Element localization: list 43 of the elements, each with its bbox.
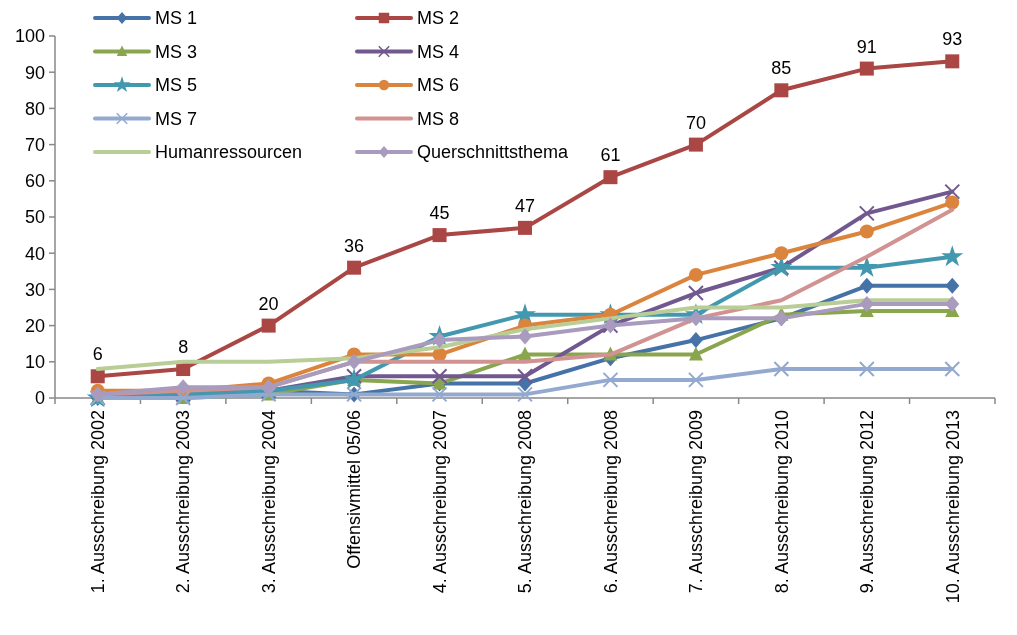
x-tick-label: 3. Ausschreibung 2004 (258, 410, 279, 594)
data-label: 91 (856, 36, 877, 57)
data-label: 8 (178, 337, 189, 358)
x-tick-label: 10. Ausschreibung 2013 (942, 410, 963, 604)
y-tick-label: 40 (24, 243, 45, 264)
legend-label: MS 5 (155, 75, 198, 96)
y-tick-label: 80 (24, 98, 45, 119)
data-label: 61 (600, 145, 621, 166)
y-tick-label: 0 (34, 388, 45, 409)
legend-label: MS 3 (155, 41, 198, 62)
data-label: 6 (92, 344, 103, 365)
x-tick-label: 9. Ausschreibung 2012 (857, 410, 878, 594)
x-tick-label: 6. Ausschreibung 2008 (600, 410, 621, 594)
y-tick-label: 90 (24, 62, 45, 83)
y-tick-label: 30 (24, 279, 45, 300)
legend-label: Querschnittsthema (417, 142, 570, 163)
x-tick-label: 4. Ausschreibung 2007 (429, 410, 450, 594)
x-tick-label: Offensivmittel 05/06 (344, 410, 365, 569)
y-tick-label: 50 (24, 207, 45, 228)
data-label: 70 (685, 112, 706, 133)
y-tick-label: 70 (24, 134, 45, 155)
data-label: 36 (344, 235, 365, 256)
x-tick-label: 2. Ausschreibung 2003 (173, 410, 194, 594)
data-label: 93 (942, 29, 963, 50)
legend-label: MS 4 (417, 41, 460, 62)
data-label: 45 (429, 203, 450, 224)
y-tick-label: 20 (24, 315, 45, 336)
data-label: 85 (771, 58, 792, 79)
y-tick-label: 60 (24, 171, 45, 192)
legend-label: MS 6 (417, 75, 460, 96)
legend-label: MS 7 (155, 108, 198, 129)
legend-label: MS 8 (417, 108, 460, 129)
x-tick-label: 8. Ausschreibung 2010 (771, 410, 792, 594)
y-tick-label: 10 (24, 352, 45, 373)
x-tick-label: 5. Ausschreibung 2008 (515, 410, 536, 594)
x-tick-label: 7. Ausschreibung 2009 (686, 410, 707, 594)
data-label: 20 (258, 293, 279, 314)
data-label: 47 (514, 195, 536, 216)
legend-label: MS 1 (155, 8, 198, 29)
legend-label: Humanressourcen (155, 142, 303, 163)
x-tick-label: 1. Ausschreibung 2002 (88, 410, 109, 594)
y-tick-label: 100 (14, 26, 45, 47)
legend-label: MS 2 (417, 8, 460, 29)
